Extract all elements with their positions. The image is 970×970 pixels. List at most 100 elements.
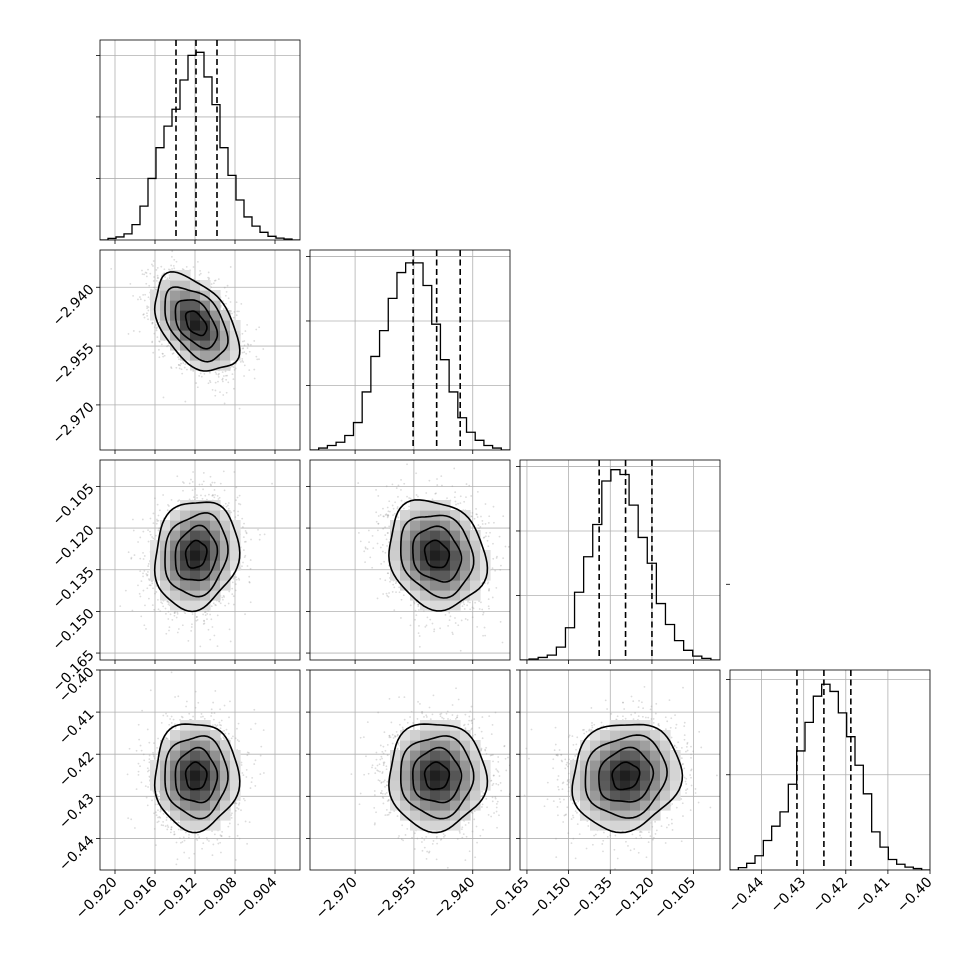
density-cell: [190, 280, 201, 291]
density-cell: [570, 780, 581, 791]
density-cell: [440, 800, 451, 811]
contour-2: [164, 286, 229, 363]
density-cell: [640, 770, 651, 781]
density-cell: [220, 770, 231, 781]
density-cell: [190, 750, 201, 761]
density-cell: [200, 770, 211, 781]
density-cell: [170, 760, 181, 771]
density-cell: [670, 780, 681, 791]
density-cell: [640, 760, 651, 771]
density-cell: [610, 790, 621, 801]
density-cell: [430, 600, 441, 611]
density-cell: [440, 750, 451, 761]
x-tick-label: −2.955: [372, 874, 420, 922]
density-cell: [460, 540, 471, 551]
density-cell: [190, 560, 201, 571]
density-cell: [650, 750, 661, 761]
density-cell: [170, 750, 181, 761]
density-cell: [400, 790, 411, 801]
density-cell: [610, 800, 621, 811]
density-cell: [440, 530, 451, 541]
density-cell: [190, 570, 201, 581]
density-cell: [190, 340, 201, 351]
density-cell: [180, 570, 191, 581]
density-cell: [460, 800, 471, 811]
density-cell: [410, 530, 421, 541]
density-cell: [460, 520, 471, 531]
density-cell: [440, 760, 451, 771]
density-cell: [200, 500, 211, 511]
histogram-1: [310, 262, 510, 450]
density-cell: [150, 290, 161, 301]
density-cell: [160, 790, 171, 801]
density-cell: [450, 540, 461, 551]
density-cell: [620, 750, 631, 761]
y-tick-label: −0.43: [56, 791, 98, 833]
density-cell: [460, 550, 471, 561]
density-cell: [480, 560, 491, 571]
density-cell: [220, 550, 231, 561]
panel-2-0: [96, 459, 301, 664]
density-cell: [230, 790, 241, 801]
panel-frame: [519, 669, 721, 871]
density-cell: [410, 520, 421, 531]
density-cell: [650, 730, 661, 741]
density-cell: [230, 530, 241, 541]
density-cell: [170, 280, 181, 291]
density-cell: [610, 730, 621, 741]
density-cell: [390, 770, 401, 781]
density-cell: [600, 810, 611, 821]
density-cell: [570, 790, 581, 801]
density-cell: [470, 590, 481, 601]
density-cell: [190, 820, 201, 831]
density-cell: [430, 790, 441, 801]
density-cell: [170, 270, 181, 281]
contour-3: [571, 723, 684, 834]
x-tick-label: −0.916: [113, 874, 161, 922]
density-cell: [470, 580, 481, 591]
density-cell: [430, 780, 441, 791]
density-cell: [160, 530, 171, 541]
density-cell: [430, 750, 441, 761]
density-cell: [160, 750, 171, 761]
density-cell: [170, 300, 181, 311]
density-cell: [570, 770, 581, 781]
density-cell: [210, 730, 221, 741]
density-cell: [210, 570, 221, 581]
density-cell: [640, 800, 651, 811]
density-cell: [430, 560, 441, 571]
density-cell: [400, 510, 411, 521]
density-cell: [640, 780, 651, 791]
panel-1-1: [306, 249, 511, 454]
density-cell: [180, 340, 191, 351]
density-cell: [460, 790, 471, 801]
density-cell: [410, 510, 421, 521]
density-cell: [450, 800, 461, 811]
y-tick-label: −0.120: [50, 522, 98, 570]
density-cell: [170, 340, 181, 351]
density-cell: [610, 740, 621, 751]
density-cell: [180, 780, 191, 791]
density-cell: [230, 780, 241, 791]
x-tick-label: −0.44: [726, 874, 768, 916]
density-cell: [190, 300, 201, 311]
density-cell: [430, 730, 441, 741]
x-tick-label: −0.904: [233, 874, 281, 922]
density-cell: [190, 320, 201, 331]
density-cell: [410, 570, 421, 581]
contour-1: [411, 525, 463, 583]
panel-frame: [99, 39, 301, 241]
contour-0: [184, 310, 208, 337]
density-cell: [630, 820, 641, 831]
density-cell: [190, 730, 201, 741]
density-cell: [220, 320, 231, 331]
density-cell: [610, 770, 621, 781]
y-tick-label: −2.970: [50, 399, 98, 447]
density-cell: [660, 790, 671, 801]
contour-1: [174, 299, 219, 350]
density-cell: [470, 560, 481, 571]
density-cell: [400, 560, 411, 571]
x-tick-label: −0.908: [193, 874, 241, 922]
density-cell: [400, 760, 411, 771]
density-cell: [450, 720, 461, 731]
